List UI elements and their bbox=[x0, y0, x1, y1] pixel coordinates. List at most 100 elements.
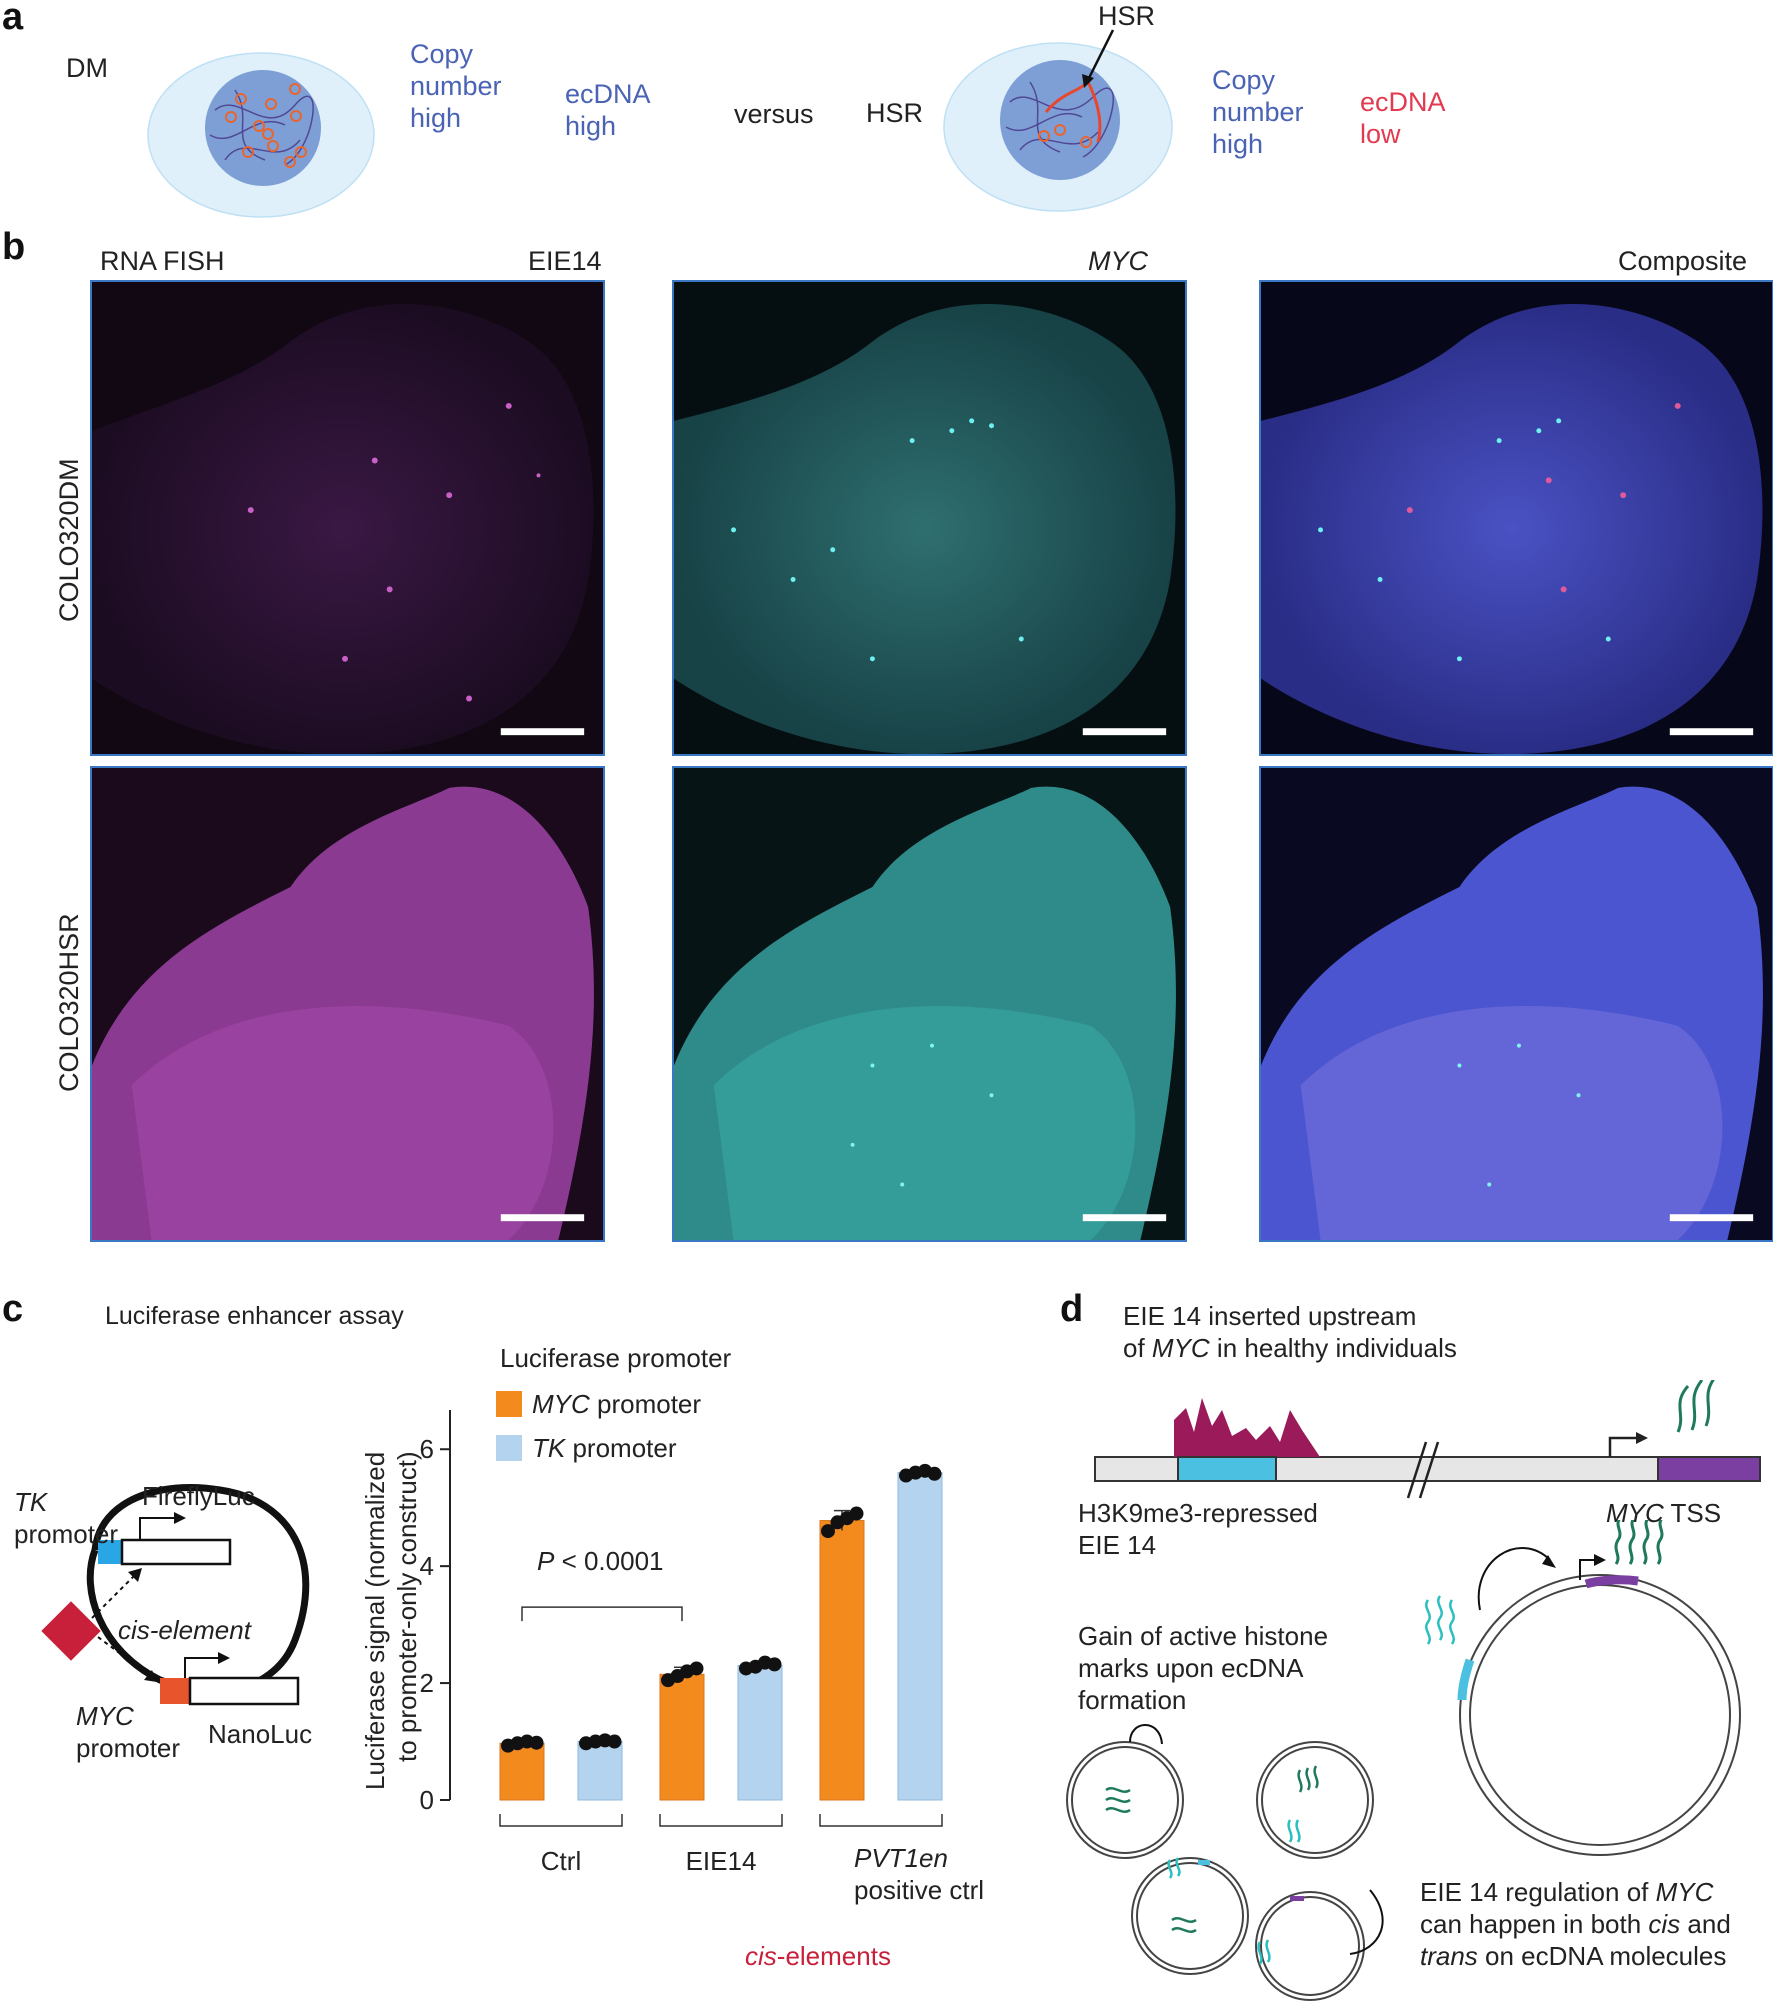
panel-a-letter: a bbox=[2, 0, 24, 38]
data-point bbox=[529, 1735, 544, 1750]
panel-c-letter: c bbox=[2, 1288, 24, 1330]
bar bbox=[897, 1472, 943, 1801]
data-point bbox=[821, 1524, 835, 1539]
image-hsr-composite bbox=[1259, 766, 1773, 1242]
myc-promoter-word: promoter bbox=[76, 1733, 181, 1763]
legend-item-myc: MYC promoter bbox=[496, 1388, 701, 1420]
row2-label: COLO320HSR bbox=[54, 913, 84, 1092]
category-bracket bbox=[499, 1814, 623, 1827]
gain-line-1: Gain of active histone bbox=[1078, 1621, 1329, 1651]
bar bbox=[819, 1520, 865, 1801]
myc-tss-label: MYC TSS bbox=[1606, 1498, 1722, 1528]
dm-copy-line-3: high bbox=[410, 103, 462, 133]
dm-label: DM bbox=[66, 53, 108, 83]
dm-ecdna-text: ecDNA high bbox=[565, 78, 651, 142]
repressed-line-1: H3K9me3-repressed bbox=[1078, 1498, 1318, 1528]
chart-legend: MYC promoter TK promoter bbox=[496, 1388, 701, 1464]
legend-swatch-myc bbox=[496, 1391, 522, 1417]
hsr-cell-diagram bbox=[943, 29, 1173, 212]
regulation-line-2: can happen in both cis and bbox=[1420, 1909, 1731, 1939]
nanoluc-label: NanoLuc bbox=[208, 1719, 313, 1749]
hsr-label: HSR bbox=[866, 98, 924, 128]
myc-promoter-label: MYC promoter bbox=[76, 1700, 180, 1764]
panel-c-title: Luciferase enhancer assay bbox=[105, 1302, 404, 1330]
bar bbox=[499, 1742, 545, 1801]
gain-line-2: marks upon ecDNA bbox=[1078, 1653, 1304, 1683]
hsr-ecdna-line-2: low bbox=[1360, 119, 1401, 149]
legend-myc-label: promoter bbox=[589, 1389, 702, 1419]
repressed-line-2: EIE 14 bbox=[1078, 1530, 1157, 1560]
cis-elements-label: cis-elements bbox=[745, 1941, 891, 1971]
dm-cell-diagram bbox=[147, 52, 375, 218]
y-tick-label: 4 bbox=[420, 1551, 434, 1581]
chart-ylabel-line1: Luciferase signal (normalized bbox=[360, 1451, 390, 1790]
pvt1en-label: PVT1en bbox=[854, 1843, 948, 1873]
genome-track-diagram bbox=[1094, 1380, 1761, 1499]
data-point bbox=[607, 1734, 622, 1749]
hsr-copy-line-1: Copy bbox=[1212, 65, 1276, 95]
data-point bbox=[927, 1466, 942, 1481]
col1-title: EIE14 bbox=[528, 246, 602, 276]
rna-fish-header: RNA FISH bbox=[100, 246, 225, 276]
hsr-ecdna-text: ecDNA low bbox=[1360, 86, 1446, 150]
versus-text: versus bbox=[734, 99, 814, 129]
hsr-copy-number-text: Copy number high bbox=[1212, 64, 1304, 160]
hsr-arrow-label: HSR bbox=[1098, 1, 1156, 31]
tk-promoter-label: TK promoter bbox=[14, 1486, 118, 1550]
chart-ylabel-line2: to promoter-only construct) bbox=[392, 1451, 422, 1762]
cis-element-label: cis-element bbox=[118, 1615, 251, 1645]
gain-marks-label: Gain of active histone marks upon ecDNA … bbox=[1078, 1620, 1328, 1716]
legend-item-tk: TK promoter bbox=[496, 1432, 701, 1464]
row1-label: COLO320DM bbox=[54, 458, 84, 622]
bar bbox=[659, 1673, 705, 1801]
panel-d-title-line1: EIE 14 inserted upstream bbox=[1123, 1301, 1417, 1331]
repressed-label: H3K9me3-repressed EIE 14 bbox=[1078, 1497, 1318, 1561]
category-bracket bbox=[659, 1814, 783, 1827]
myc-label: MYC bbox=[76, 1701, 134, 1731]
image-dm-eie14 bbox=[90, 280, 605, 756]
dm-ecdna-line-1: ecDNA bbox=[565, 79, 651, 109]
image-hsr-myc bbox=[672, 766, 1187, 1242]
panel-d-title: EIE 14 inserted upstream of MYC in healt… bbox=[1123, 1300, 1457, 1364]
y-tick-label: 0 bbox=[420, 1785, 434, 1815]
bar bbox=[577, 1741, 623, 1801]
dm-ecdna-line-2: high bbox=[565, 111, 617, 141]
panel-d-letter: d bbox=[1060, 1288, 1084, 1330]
panel-b-letter: b bbox=[2, 226, 26, 268]
luciferase-plasmid-diagram bbox=[41, 1484, 310, 1706]
dm-copy-line-2: number bbox=[410, 71, 502, 101]
tk-promoter-word: promoter bbox=[14, 1519, 119, 1549]
data-point bbox=[767, 1657, 782, 1672]
hsr-ecdna-line-1: ecDNA bbox=[1360, 87, 1446, 117]
panel-d-title-line2: of MYC in healthy individuals bbox=[1123, 1333, 1457, 1363]
bar bbox=[737, 1665, 783, 1801]
hsr-copy-line-2: number bbox=[1212, 97, 1304, 127]
dm-copy-line-1: Copy bbox=[410, 39, 474, 69]
regulation-line-1: EIE 14 regulation of MYC bbox=[1420, 1877, 1714, 1907]
stat-label: P < 0.0001 bbox=[537, 1546, 664, 1576]
hsr-copy-line-3: high bbox=[1212, 129, 1264, 159]
data-point bbox=[849, 1506, 864, 1521]
regulation-line-3: trans on ecDNA molecules bbox=[1420, 1941, 1727, 1971]
image-hsr-eie14 bbox=[90, 766, 605, 1242]
small-ecdna-circles bbox=[1066, 1724, 1384, 2001]
image-dm-composite bbox=[1259, 280, 1773, 756]
luciferase-bar-chart: 0 2 4 6 Ctrl EIE14 bbox=[420, 1410, 943, 1876]
dm-copy-number-text: Copy number high bbox=[410, 38, 502, 134]
y-tick-label: 6 bbox=[420, 1434, 434, 1464]
legend-swatch-tk bbox=[496, 1435, 522, 1461]
col2-title: MYC bbox=[1088, 246, 1148, 276]
image-dm-myc bbox=[672, 280, 1187, 756]
legend-title: Luciferase promoter bbox=[500, 1343, 732, 1373]
y-tick-label: 2 bbox=[420, 1668, 434, 1698]
large-ecdna-circle bbox=[1425, 1520, 1741, 1856]
positive-ctrl-label: positive ctrl bbox=[854, 1875, 985, 1905]
x-tick-label: Ctrl bbox=[541, 1846, 581, 1876]
legend-tk-label: promoter bbox=[565, 1433, 677, 1463]
significance-bracket bbox=[521, 1606, 683, 1622]
data-point bbox=[689, 1661, 704, 1676]
tk-label: TK bbox=[14, 1487, 48, 1517]
legend-myc-gene: MYC bbox=[532, 1389, 590, 1419]
col3-title: Composite bbox=[1618, 246, 1748, 276]
firefly-label: FireflyLuc bbox=[142, 1481, 255, 1511]
